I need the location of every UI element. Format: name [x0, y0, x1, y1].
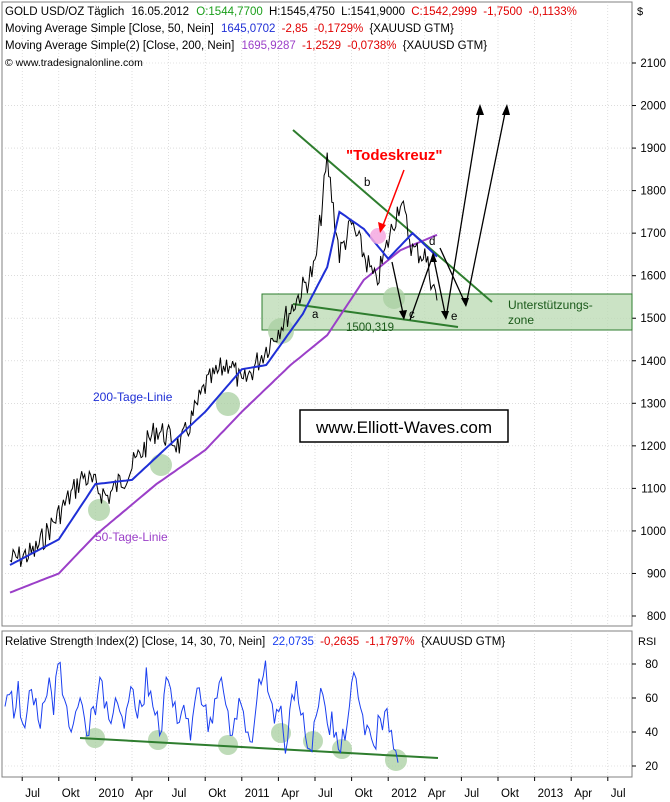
watermark-text: www.Elliott-Waves.com	[315, 418, 492, 437]
death-cross-label: "Todeskreuz"	[346, 147, 442, 164]
x-tick-label: 2011	[245, 788, 270, 800]
quote-date: 16.05.2012	[132, 6, 190, 18]
rsi-axis-label: RSI	[638, 636, 656, 648]
ma50-line	[9, 210, 438, 566]
price-tick-label: 1700	[640, 228, 666, 240]
x-tick-label: 2010	[98, 788, 124, 800]
ma200-change: -1,2529	[302, 40, 341, 52]
rsi-change-pct: -1,1797%	[365, 636, 414, 648]
ma200-value: 1695,9287	[241, 40, 295, 52]
rsi-y-axis: 20 40 60 80	[632, 659, 658, 773]
ma50-label: Moving Average Simple [Close, 50, Nein]	[5, 23, 214, 35]
ma50-annotation: 50-Tage-Linie	[95, 530, 168, 544]
resistance-trendline	[292, 129, 493, 303]
x-tick-label: Apr	[428, 788, 446, 800]
rsi-tick-label: 80	[645, 659, 658, 671]
x-tick-label: Jul	[172, 788, 187, 800]
x-tick-label: Okt	[355, 788, 374, 800]
x-tick-label: Apr	[574, 788, 592, 800]
rsi-value: 22,0735	[272, 636, 314, 648]
rsi-source: {XAUUSD GTM}	[421, 636, 506, 648]
death-cross-marker	[370, 228, 386, 244]
header-line-3: Moving Average Simple(2) [Close, 200, Ne…	[5, 40, 487, 52]
price-tick-label: 900	[647, 568, 666, 580]
projection-arrowheads	[399, 104, 510, 320]
x-tick-label: Okt	[62, 788, 81, 800]
rsi-label: Relative Strength Index(2) [Close, 14, 3…	[5, 636, 265, 648]
wave-a-label: a	[312, 309, 319, 321]
rsi-tick-label: 40	[645, 727, 658, 739]
death-cross-arrow	[381, 169, 405, 229]
price-tick-label: 1400	[640, 356, 666, 368]
x-tick-label: Apr	[135, 788, 153, 800]
price-tick-label: 800	[647, 611, 666, 623]
x-tick-label: Jul	[318, 788, 333, 800]
ma50-source: {XAUUSD GTM}	[369, 23, 454, 35]
support-level-label: 1500,319	[346, 322, 394, 334]
rsi-change: -0,2635	[320, 636, 359, 648]
ma50-value: 1645,0702	[221, 23, 275, 35]
quote-change: -1,7500	[483, 6, 522, 18]
x-tick-label: 2012	[391, 788, 417, 800]
price-tick-label: 1600	[640, 271, 666, 283]
price-y-axis: 800 900 1000 1100 1200 1300 1400 1500 1600 1700 18…	[632, 58, 666, 623]
ma200-label: Moving Average Simple(2) [Close, 200, Ne…	[5, 40, 234, 52]
ma200-source: {XAUUSD GTM}	[403, 40, 488, 52]
quote-high: H:1545,4750	[269, 6, 335, 18]
x-tick-label: Jul	[25, 788, 40, 800]
x-tick-label: Okt	[208, 788, 227, 800]
quote-change-pct: -0,1133%	[529, 6, 577, 18]
ma200-change-pct: -0,0738%	[347, 40, 396, 52]
support-circles	[88, 287, 405, 521]
support-zone-label-2: zone	[508, 313, 534, 327]
price-tick-label: 1000	[640, 526, 666, 538]
x-tick-label: Jul	[611, 788, 626, 800]
rsi-header: Relative Strength Index(2) [Close, 14, 3…	[5, 636, 505, 648]
ma50-change: -2,85	[282, 23, 308, 35]
x-tick-label: Apr	[281, 788, 299, 800]
watermark-box	[299, 409, 509, 443]
projection-arrows	[391, 107, 507, 321]
price-tick-label: 1200	[640, 441, 666, 453]
rsi-tick-label: 20	[645, 761, 658, 773]
price-tick-label: 1500	[640, 313, 666, 325]
support-zone-label-1: Unterstützungs-	[508, 298, 593, 312]
price-tick-label: 1300	[640, 398, 666, 410]
symbol: GOLD USD/OZ Täglich	[5, 6, 124, 18]
copyright: © www.tradesignalonline.com	[5, 57, 143, 69]
wave-c-label: c	[409, 309, 415, 321]
x-tick-label: Jul	[464, 788, 479, 800]
price-tick-label: 1900	[640, 143, 666, 155]
quote-open: O:1544,7700	[196, 6, 263, 18]
x-axis: Jul Okt 2010 Apr Jul Okt 2011 Apr Jul Okt 2012 Apr J…	[21, 777, 626, 800]
ma50-change-pct: -0,1729%	[314, 23, 363, 35]
support-trendline	[292, 303, 459, 328]
wave-b-label: b	[364, 177, 370, 189]
wave-e-label: e	[451, 311, 457, 323]
header-line-1: GOLD USD/OZ Täglich 16.05.2012 O:1544,77…	[5, 6, 577, 18]
header-line-2: Moving Average Simple [Close, 50, Nein] …	[5, 23, 454, 35]
quote-low: L:1541,9000	[341, 6, 405, 18]
rsi-line	[4, 660, 399, 763]
ma200-annotation: 200-Tage-Linie	[93, 390, 173, 404]
price-tick-label: 2000	[640, 101, 666, 113]
ma200-line	[9, 233, 438, 594]
x-tick-label: Okt	[501, 788, 520, 800]
death-cross-arrowhead	[378, 222, 386, 233]
price-tick-label: 1800	[640, 186, 666, 198]
rsi-trendline	[79, 737, 439, 759]
x-tick-label: 2013	[538, 788, 564, 800]
currency-symbol: $	[637, 6, 643, 18]
price-tick-label: 2100	[640, 58, 666, 70]
wave-d-label: d	[429, 236, 435, 248]
price-tick-label: 1100	[641, 483, 666, 495]
price-line	[9, 152, 438, 567]
rsi-tick-label: 60	[645, 693, 658, 705]
quote-close: C:1542,2999	[411, 6, 477, 18]
